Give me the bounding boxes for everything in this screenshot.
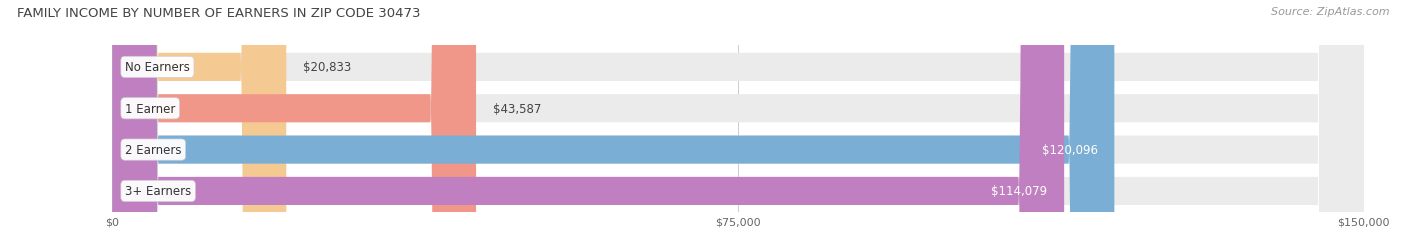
Text: $43,587: $43,587 xyxy=(492,102,541,115)
Text: FAMILY INCOME BY NUMBER OF EARNERS IN ZIP CODE 30473: FAMILY INCOME BY NUMBER OF EARNERS IN ZI… xyxy=(17,7,420,20)
FancyBboxPatch shape xyxy=(112,0,1364,231)
FancyBboxPatch shape xyxy=(112,0,477,231)
FancyBboxPatch shape xyxy=(112,0,1364,231)
Text: Source: ZipAtlas.com: Source: ZipAtlas.com xyxy=(1271,7,1389,17)
Text: No Earners: No Earners xyxy=(125,61,190,74)
Text: $20,833: $20,833 xyxy=(302,61,352,74)
FancyBboxPatch shape xyxy=(112,0,1364,231)
FancyBboxPatch shape xyxy=(112,0,1115,231)
FancyBboxPatch shape xyxy=(112,0,287,231)
FancyBboxPatch shape xyxy=(112,0,1064,231)
Text: 1 Earner: 1 Earner xyxy=(125,102,176,115)
FancyBboxPatch shape xyxy=(112,0,1364,231)
Text: $120,096: $120,096 xyxy=(1042,143,1098,156)
Text: 2 Earners: 2 Earners xyxy=(125,143,181,156)
Text: 3+ Earners: 3+ Earners xyxy=(125,185,191,198)
Text: $114,079: $114,079 xyxy=(991,185,1047,198)
